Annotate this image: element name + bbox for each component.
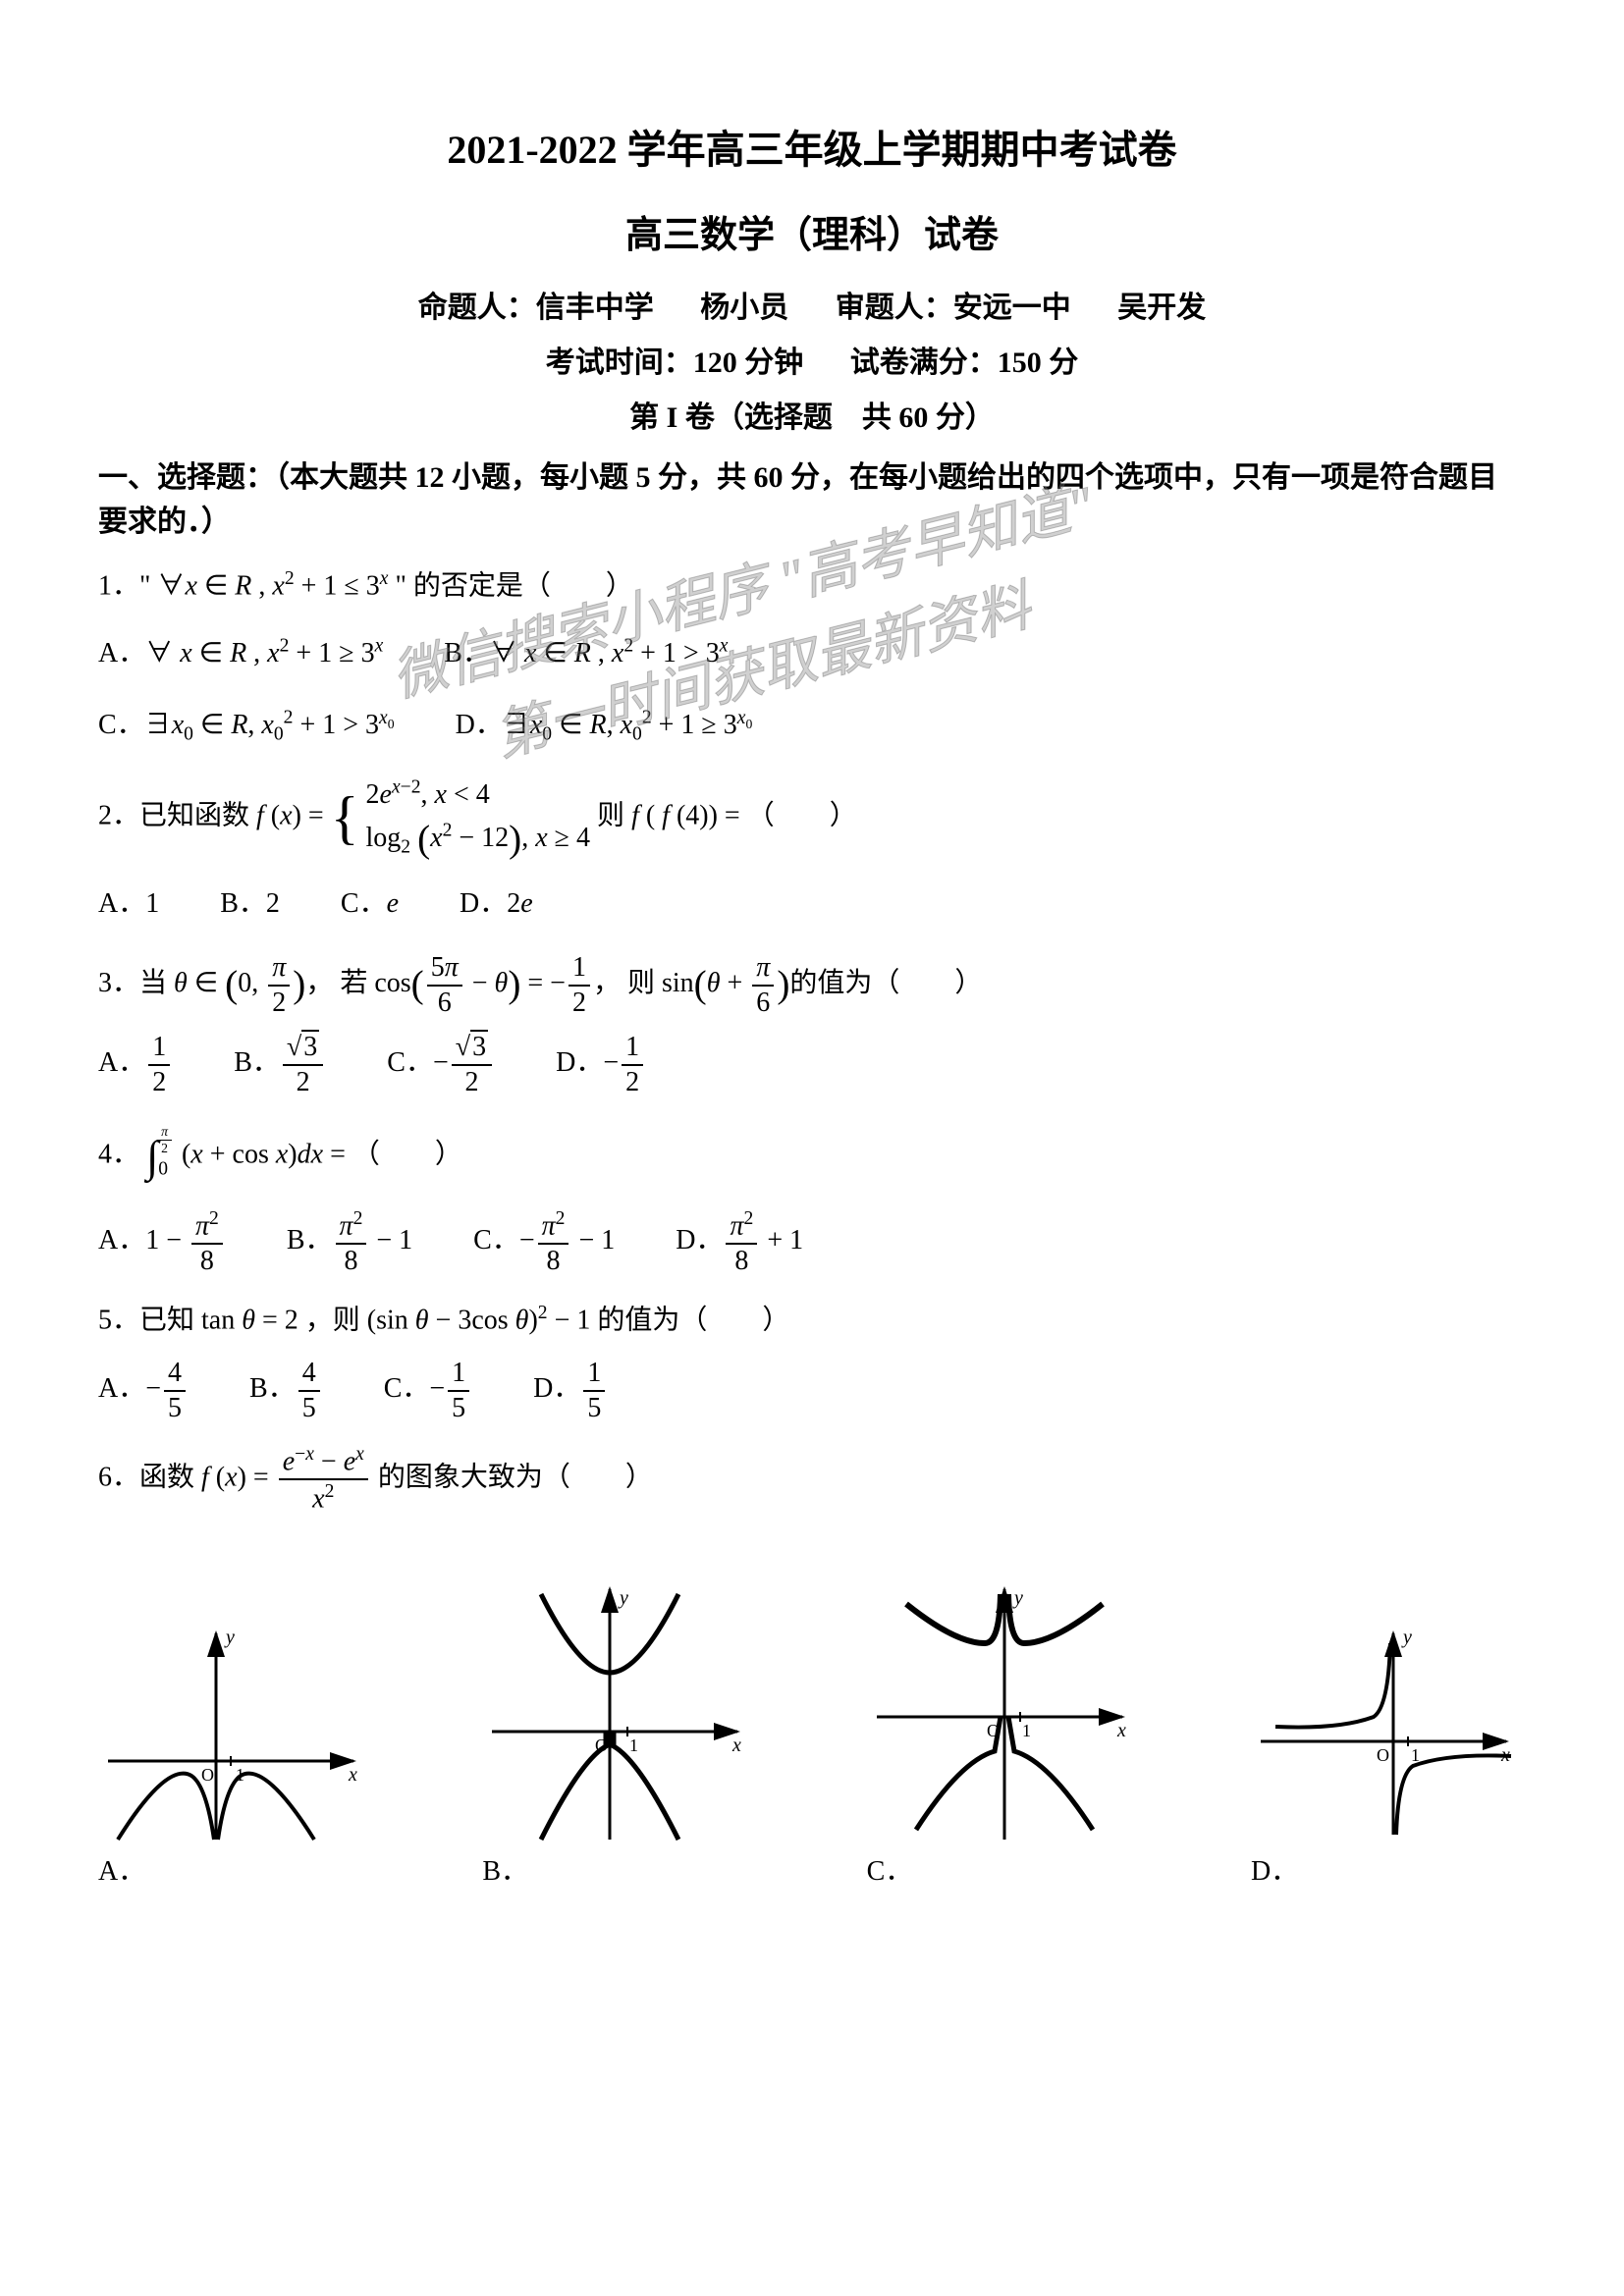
q1-stem-prefix: 1．" ∀	[98, 570, 185, 601]
svg-text:y: y	[1012, 1587, 1023, 1609]
graph-c-svg: y x O 1	[867, 1575, 1142, 1849]
q3-end: 的值为（ ）	[789, 968, 982, 998]
q2-suffix: 则 f ( f (4)) = （ ）	[597, 800, 857, 830]
q6-graph-A: y x O 1 A．	[98, 1614, 373, 1889]
q6-graph-D: y x O 1 D．	[1251, 1614, 1526, 1889]
section1-header: 一、选择题：（本大题共 12 小题，每小题 5 分，共 60 分，在每小题给出的…	[98, 455, 1526, 544]
q6-prefix: 6．函数	[98, 1462, 201, 1492]
author1: 杨小员	[700, 292, 788, 324]
q6-optC-label: C．	[867, 1856, 913, 1887]
main-title: 2021-2022 学年高三年级上学期期中考试卷	[98, 118, 1526, 175]
q4-optA: A．1 − π28	[98, 1207, 226, 1278]
authors-line: 命题人：信丰中学 杨小员 审题人：安远一中 吴开发	[98, 283, 1526, 326]
question-4: 4． ∫0π2 (x + cos x)dx = （ ）	[98, 1117, 1526, 1197]
q6-graphs: y x O 1 A． y x O 1 B．	[98, 1575, 1526, 1889]
question-5: 5．已知 tan θ = 2 ，则 (sin θ − 3cos θ)2 − 1 …	[98, 1296, 1526, 1346]
q3-prefix: 3．当 θ ∈	[98, 968, 218, 998]
score-label: 试卷满分：150 分	[850, 347, 1079, 379]
q3-optD: D．−12	[556, 1031, 646, 1098]
q2-optD: D．2e	[460, 874, 533, 934]
q1-optD: D．∃x0 ∈ R, x02 + 1 ≥ 3x0	[456, 695, 753, 756]
q2-case1: 2ex−2, x < 4	[366, 779, 490, 810]
svg-text:x: x	[348, 1764, 357, 1786]
svg-text:x: x	[731, 1735, 741, 1756]
q2-optC: C．e	[341, 874, 399, 934]
q5-optD: D．15	[533, 1357, 608, 1424]
graph-a-svg: y x O 1	[98, 1614, 373, 1849]
question-3: 3．当 θ ∈ (0, π2)， 若 cos(5π6 − θ) = −12， 则…	[98, 951, 1526, 1019]
q1-stem-end: " 的否定是（ ）	[388, 570, 632, 601]
graph-b-svg: y x O 1	[482, 1575, 757, 1849]
question-1: 1．" ∀x ∈ R , x2 + 1 ≤ 3x " 的否定是（ ）	[98, 561, 1526, 612]
author-school1: 命题人：信丰中学	[418, 292, 654, 324]
q3-optC: C．−√32	[387, 1031, 495, 1098]
q6-suffix: 的图象大致为（ ）	[378, 1462, 653, 1492]
svg-text:y: y	[618, 1587, 628, 1609]
svg-text:O: O	[1377, 1745, 1389, 1765]
q2-optA: A．1	[98, 874, 159, 934]
q1-optB: B．∀ x ∈ R , x2 + 1 > 3x	[444, 623, 728, 684]
svg-text:1: 1	[629, 1735, 638, 1755]
svg-text:O: O	[201, 1765, 214, 1785]
q3-optA: A．12	[98, 1031, 173, 1098]
sub-title: 高三数学（理科）试卷	[98, 204, 1526, 258]
q4-options: A．1 − π28 B．π28 − 1 C．−π28 − 1 D．π28 + 1	[98, 1207, 1526, 1278]
q6-optB-label: B．	[482, 1856, 528, 1887]
q4-optB: B．π28 − 1	[287, 1207, 412, 1278]
author2: 吴开发	[1117, 292, 1206, 324]
q5-optB: B．45	[249, 1357, 323, 1424]
svg-text:y: y	[224, 1627, 235, 1648]
q2-options: A．1 B．2 C．e D．2e	[98, 874, 1526, 934]
author-school2: 审题人：安远一中	[836, 292, 1071, 324]
q1-optA: A．∀ x ∈ R , x2 + 1 ≥ 3x	[98, 623, 383, 684]
time-score-line: 考试时间：120 分钟 试卷满分：150 分	[98, 338, 1526, 381]
q2-optB: B．2	[220, 874, 280, 934]
q1-options-row2: C．∃x0 ∈ R, x02 + 1 > 3x0 D．∃x0 ∈ R, x02 …	[98, 695, 1526, 756]
q3-optB: B．√32	[234, 1031, 326, 1098]
q6-optA-label: A．	[98, 1856, 145, 1887]
svg-text:y: y	[1401, 1627, 1412, 1648]
svg-text:x: x	[1116, 1720, 1126, 1741]
volume-label: 第 I 卷（选择题 共 60 分）	[98, 393, 1526, 436]
graph-d-svg: y x O 1	[1251, 1614, 1526, 1849]
q6-graph-B: y x O 1 B．	[482, 1575, 757, 1889]
q6-graph-C: y x O 1 C．	[867, 1575, 1142, 1889]
svg-text:1: 1	[1022, 1721, 1031, 1740]
time-label: 考试时间：120 分钟	[546, 347, 804, 379]
q4-prefix: 4．	[98, 1139, 139, 1169]
question-6: 6．函数 f (x) = e−x − exx2 的图象大致为（ ）	[98, 1443, 1526, 1516]
q2-case2: log2 (x2 − 12), x ≥ 4	[366, 823, 591, 853]
q4-optC: C．−π28 − 1	[473, 1207, 615, 1278]
q2-prefix: 2．已知函数	[98, 800, 256, 830]
q6-optD-label: D．	[1251, 1856, 1298, 1887]
q5-optC: C．−15	[384, 1357, 472, 1424]
q5-optA: A．−45	[98, 1357, 189, 1424]
q4-optD: D．π28 + 1	[676, 1207, 803, 1278]
q1-optC: C．∃x0 ∈ R, x02 + 1 > 3x0	[98, 695, 395, 756]
q3-options: A．12 B．√32 C．−√32 D．−12	[98, 1031, 1526, 1098]
q1-options-row1: A．∀ x ∈ R , x2 + 1 ≥ 3x B．∀ x ∈ R , x2 +…	[98, 623, 1526, 684]
q5-options: A．−45 B．45 C．−15 D．15	[98, 1357, 1526, 1424]
question-2: 2．已知函数 f (x) = { 2ex−2, x < 4 log2 (x2 −…	[98, 774, 1526, 862]
